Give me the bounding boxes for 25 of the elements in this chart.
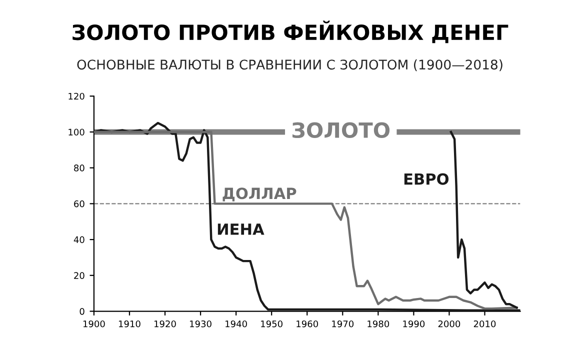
x-tick-label: 1980 [368, 320, 390, 328]
x-tick-label: 1950 [261, 320, 282, 328]
chart-title: ЗОЛОТО ПРОТИВ ФЕЙКОВЫХ ДЕНЕГ [72, 20, 508, 44]
x-tick-label: 2010 [474, 320, 496, 328]
x-tick-label: 1960 [296, 320, 318, 328]
series-label: ИЕНА [218, 224, 264, 235]
series-label: ЗОЛОТО [292, 122, 390, 138]
y-tick-label: 100 [68, 128, 84, 136]
series-label: ЕВРО [404, 173, 449, 185]
x-tick-label: 1970 [332, 320, 354, 328]
y-tick-label: 0 [80, 308, 84, 315]
x-tick-label: 1930 [190, 320, 212, 328]
y-tick-label: 60 [74, 200, 84, 208]
x-tick-label: 1910 [118, 320, 140, 328]
y-tick-label: 80 [74, 164, 84, 172]
y-tick-label: 120 [68, 92, 84, 100]
x-tick-label: 1920 [154, 320, 176, 328]
chart-subtitle: ОСНОВНЫЕ ВАЛЮТЫ В СРАВНЕНИИ С ЗОЛОТОМ (1900—2018) [77, 59, 502, 72]
series-label: ДОЛЛАР [222, 188, 296, 202]
y-tick-label: 20 [74, 272, 84, 279]
x-tick-label: 2000 [438, 320, 460, 328]
x-tick-label: 1940 [226, 320, 247, 328]
x-tick-label: 1900 [83, 320, 105, 328]
y-tick-label: 40 [74, 236, 84, 244]
x-tick-label: 1990 [403, 320, 425, 328]
